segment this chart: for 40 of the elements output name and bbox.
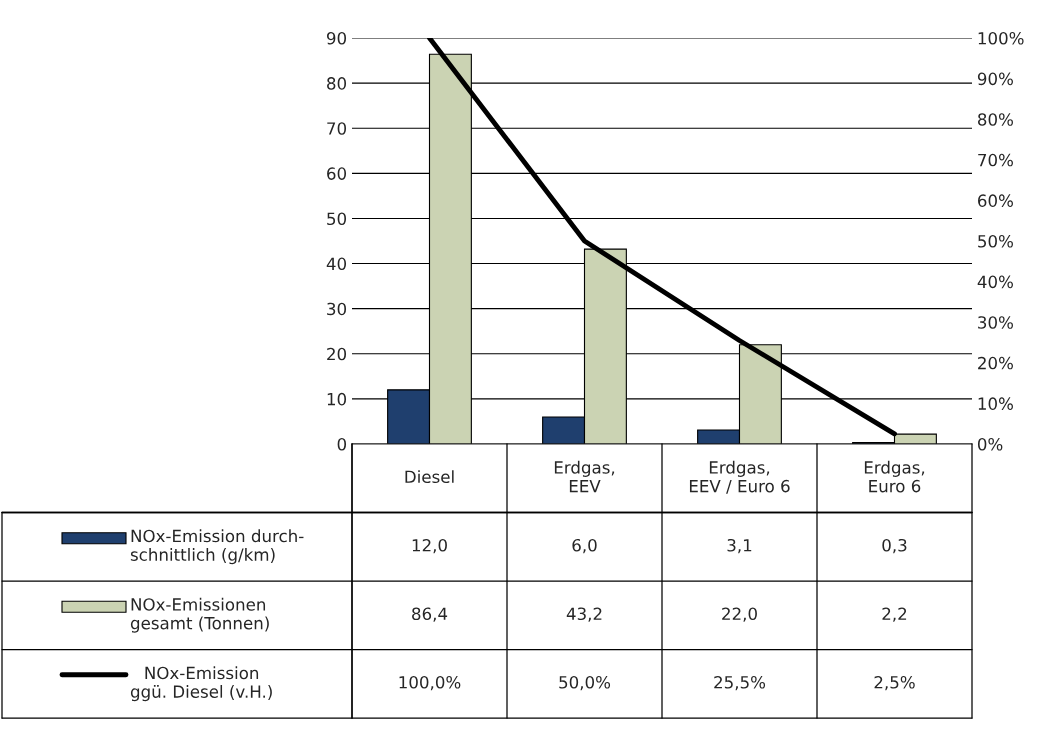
data-label: 22,0: [722, 607, 757, 622]
data-label: 86,4: [412, 607, 448, 622]
y2-tick-label: 0%: [977, 437, 1003, 451]
y2-tick-label: 100%: [978, 31, 1024, 45]
data-label: 6,0: [572, 538, 597, 554]
x-tick-label: Erdgas, Euro 6: [864, 460, 925, 493]
y2-tick-label: 20%: [978, 356, 1013, 370]
y-tick-label: 70: [327, 122, 347, 135]
y-tick-label: 20: [327, 347, 347, 361]
y2-tick-label: 10%: [978, 397, 1013, 410]
x-tick-label: Erdgas, EEV / Euro 6: [689, 460, 790, 494]
data-label: 0,3: [882, 538, 907, 554]
x-tick-label: Diesel: [405, 470, 454, 484]
legend-label: NOx-Emission ggü. Diesel (v.H.): [130, 666, 272, 702]
x-tick-label: Erdgas, EEV: [554, 460, 615, 493]
data-label: 100,0%: [399, 675, 461, 691]
y2-tick-label: 30%: [978, 316, 1013, 329]
legend-label: NOx-Emissionen gesamt (Tonnen): [130, 597, 269, 633]
y-tick-label: 80: [327, 77, 347, 90]
data-label: 43,2: [566, 607, 602, 622]
y2-tick-label: 80%: [977, 113, 1013, 126]
data-label: 2,2: [882, 607, 907, 622]
y2-tick-label: 60%: [978, 194, 1013, 207]
y-tick-label: 0: [337, 437, 347, 451]
data-label: 2,5%: [874, 675, 915, 691]
legend-label: NOx-Emission durch- schnittlich (g/km): [130, 529, 304, 565]
data-label: 25,5%: [714, 675, 766, 691]
y-tick-label: 40: [326, 257, 347, 271]
y2-tick-label: 90%: [977, 72, 1013, 86]
data-label: 12,0: [412, 538, 447, 554]
y2-tick-label: 70%: [978, 153, 1013, 167]
y-tick-label: 10: [327, 392, 347, 406]
y2-tick-label: 40%: [977, 275, 1013, 289]
y-tick-label: 60: [327, 167, 347, 180]
y2-tick-label: 50%: [978, 234, 1013, 248]
data-label: 50,0%: [559, 675, 611, 691]
y-tick-label: 90: [326, 31, 347, 45]
y-tick-label: 30: [327, 302, 347, 316]
data-label: 3,1: [727, 538, 752, 554]
y-tick-label: 50: [327, 212, 347, 226]
